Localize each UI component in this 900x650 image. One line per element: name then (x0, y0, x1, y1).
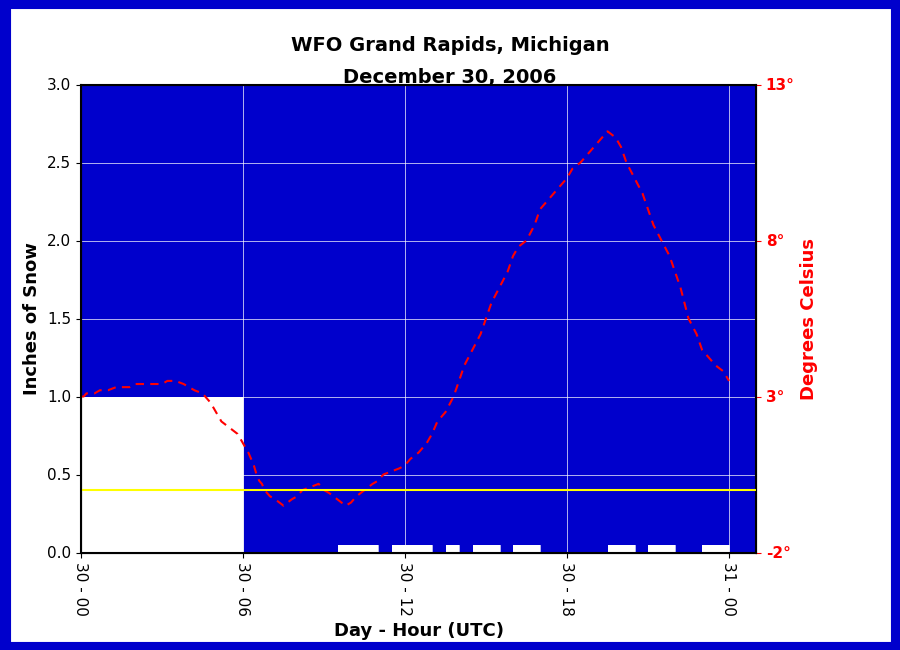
Text: December 30, 2006: December 30, 2006 (343, 68, 557, 88)
Y-axis label: Inches of Snow: Inches of Snow (23, 242, 41, 395)
Y-axis label: Degrees Celsius: Degrees Celsius (800, 237, 818, 400)
X-axis label: Day - Hour (UTC): Day - Hour (UTC) (334, 622, 503, 640)
Text: WFO Grand Rapids, Michigan: WFO Grand Rapids, Michigan (291, 36, 609, 55)
